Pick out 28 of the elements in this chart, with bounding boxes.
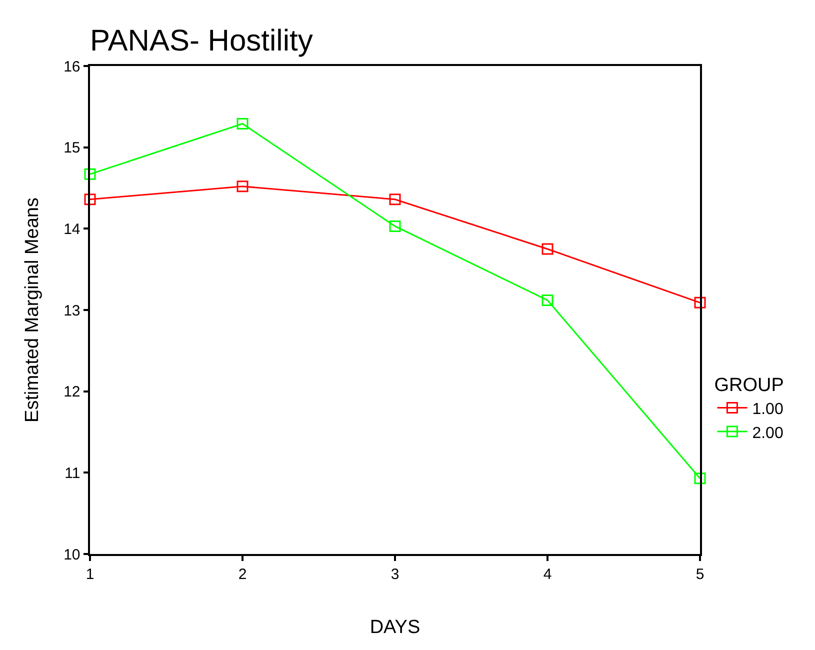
y-tick-label: 11	[64, 464, 80, 482]
y-tick-label: 15	[64, 140, 80, 157]
y-tick-label: 14	[64, 220, 80, 238]
x-tick-label: 2	[238, 566, 247, 583]
point	[542, 243, 554, 255]
x-tick-label: 3	[390, 566, 400, 583]
point	[694, 472, 706, 484]
point	[694, 296, 706, 308]
y-tick-label: 12	[64, 384, 80, 401]
point	[84, 168, 96, 180]
point	[236, 118, 248, 130]
legend-label: 2.00	[752, 424, 784, 442]
point	[236, 180, 248, 192]
point	[542, 294, 554, 306]
point	[389, 220, 401, 232]
point	[389, 194, 401, 206]
chart-title: PANAS- Hostility	[90, 24, 313, 58]
x-axis-title: DAYS	[370, 617, 420, 638]
x-tick-label: 4	[543, 566, 552, 583]
x-tick-label: 5	[696, 566, 704, 583]
point	[84, 194, 96, 206]
x-tick-label: 1	[86, 566, 94, 583]
y-tick-label: 13	[64, 302, 80, 320]
y-tick-label: 10	[64, 546, 80, 564]
y-tick-label: 16	[64, 58, 80, 76]
y-axis-title: Estimated Marginal Means	[22, 198, 43, 422]
legend-title: GROUP	[714, 374, 784, 396]
legend-label: 1.00	[752, 400, 784, 418]
